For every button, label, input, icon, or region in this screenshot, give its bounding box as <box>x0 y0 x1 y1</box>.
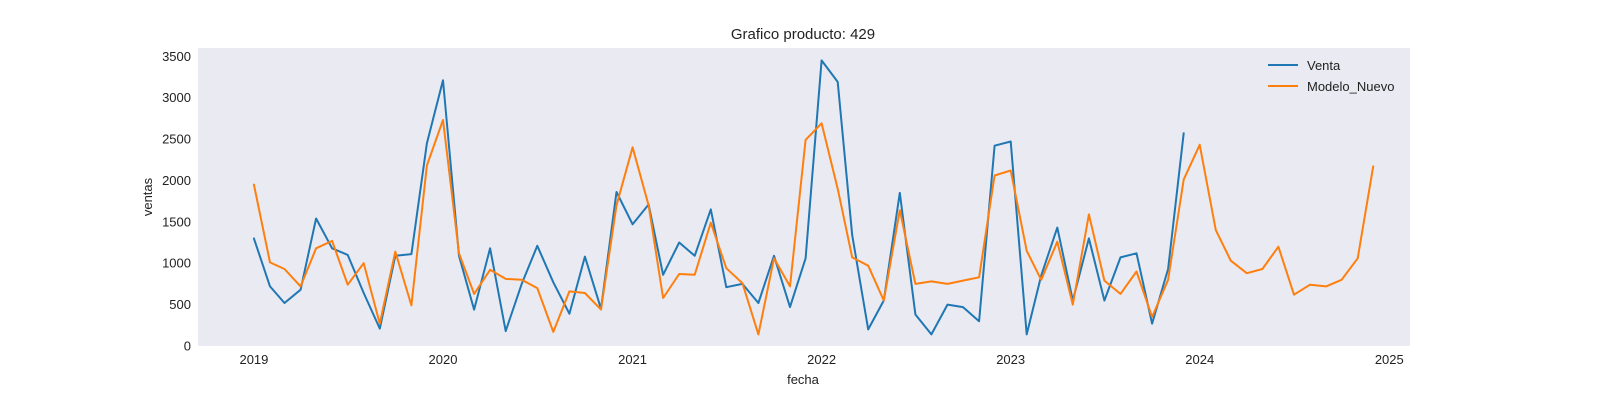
x-tick-label: 2020 <box>429 352 458 367</box>
x-tick-label: 2024 <box>1185 352 1214 367</box>
x-axis: 2019 2020 2021 2022 2023 2024 2025 <box>239 352 1403 367</box>
plot-area <box>198 48 1410 346</box>
x-tick-label: 2021 <box>618 352 647 367</box>
legend: Venta Modelo_Nuevo <box>1268 58 1394 94</box>
y-tick-label: 3000 <box>162 90 191 105</box>
y-tick-label: 2500 <box>162 132 191 147</box>
y-axis-label: ventas <box>140 177 155 216</box>
y-axis: 0 500 1000 1500 2000 2500 3000 3500 <box>162 49 191 354</box>
series-line-modelo-nuevo <box>252 119 1375 336</box>
y-tick-label: 1500 <box>162 214 191 229</box>
y-tick-label: 1000 <box>162 256 191 271</box>
x-tick-label: 2025 <box>1375 352 1404 367</box>
series-layer <box>252 59 1375 336</box>
chart-title: Grafico producto: 429 <box>731 26 875 43</box>
legend-label-modelo-nuevo: Modelo_Nuevo <box>1307 79 1394 94</box>
x-tick-label: 2022 <box>807 352 836 367</box>
y-tick-label: 0 <box>184 339 191 354</box>
y-tick-label: 500 <box>169 297 191 312</box>
x-tick-label: 2019 <box>239 352 268 367</box>
y-tick-label: 2000 <box>162 173 191 188</box>
x-axis-label: fecha <box>787 372 820 387</box>
legend-label-venta: Venta <box>1307 58 1341 73</box>
x-tick-label: 2023 <box>996 352 1025 367</box>
y-tick-label: 3500 <box>162 49 191 64</box>
